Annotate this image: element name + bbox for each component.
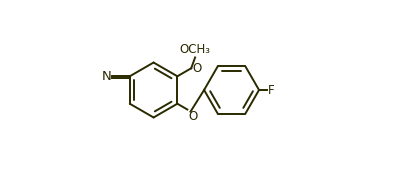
Text: O: O [192, 62, 201, 75]
Text: OCH₃: OCH₃ [180, 43, 211, 56]
Text: O: O [188, 110, 197, 123]
Text: N: N [101, 71, 111, 84]
Text: F: F [268, 84, 274, 96]
